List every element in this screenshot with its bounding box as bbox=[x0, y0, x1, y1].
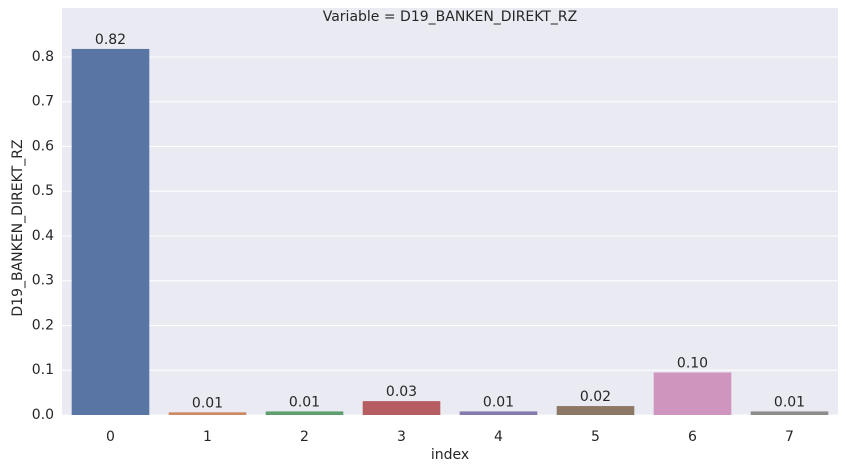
value-label: 0.10 bbox=[677, 355, 708, 371]
x-tick-label: 7 bbox=[785, 429, 794, 445]
x-tick-label: 2 bbox=[300, 429, 309, 445]
x-tick-label: 4 bbox=[494, 429, 503, 445]
x-tick-label: 5 bbox=[591, 429, 600, 445]
plot-area bbox=[62, 8, 838, 415]
y-tick-label: 0.1 bbox=[32, 362, 54, 378]
y-tick-label: 0.4 bbox=[32, 228, 54, 244]
bar bbox=[362, 401, 441, 415]
x-tick-label: 0 bbox=[106, 429, 115, 445]
chart-title: Variable = D19_BANKEN_DIREKT_RZ bbox=[323, 9, 578, 25]
y-tick-label: 0.0 bbox=[32, 407, 54, 423]
bar bbox=[265, 411, 344, 415]
y-axis-label: D19_BANKEN_DIREKT_RZ bbox=[10, 139, 26, 316]
bar bbox=[556, 406, 635, 415]
y-tick-label: 0.2 bbox=[32, 317, 54, 333]
x-tick-label: 3 bbox=[397, 429, 406, 445]
y-tick-label: 0.8 bbox=[32, 49, 54, 65]
y-tick-label: 0.5 bbox=[32, 183, 54, 199]
x-tick-label: 1 bbox=[203, 429, 212, 445]
bar bbox=[71, 48, 150, 415]
value-label: 0.82 bbox=[95, 32, 126, 48]
value-label: 0.03 bbox=[386, 384, 417, 400]
bar bbox=[750, 411, 829, 415]
y-tick-label: 0.6 bbox=[32, 138, 54, 154]
bar bbox=[168, 412, 247, 415]
y-tick-label: 0.7 bbox=[32, 94, 54, 110]
value-label: 0.01 bbox=[289, 394, 320, 410]
y-tick-label: 0.3 bbox=[32, 273, 54, 289]
bar bbox=[653, 372, 732, 415]
value-label: 0.01 bbox=[774, 394, 805, 410]
x-axis-label: index bbox=[431, 447, 469, 463]
value-label: 0.01 bbox=[483, 394, 514, 410]
value-label: 0.02 bbox=[580, 389, 611, 405]
bar bbox=[459, 411, 538, 415]
x-tick-label: 6 bbox=[688, 429, 697, 445]
value-label: 0.01 bbox=[192, 395, 223, 411]
